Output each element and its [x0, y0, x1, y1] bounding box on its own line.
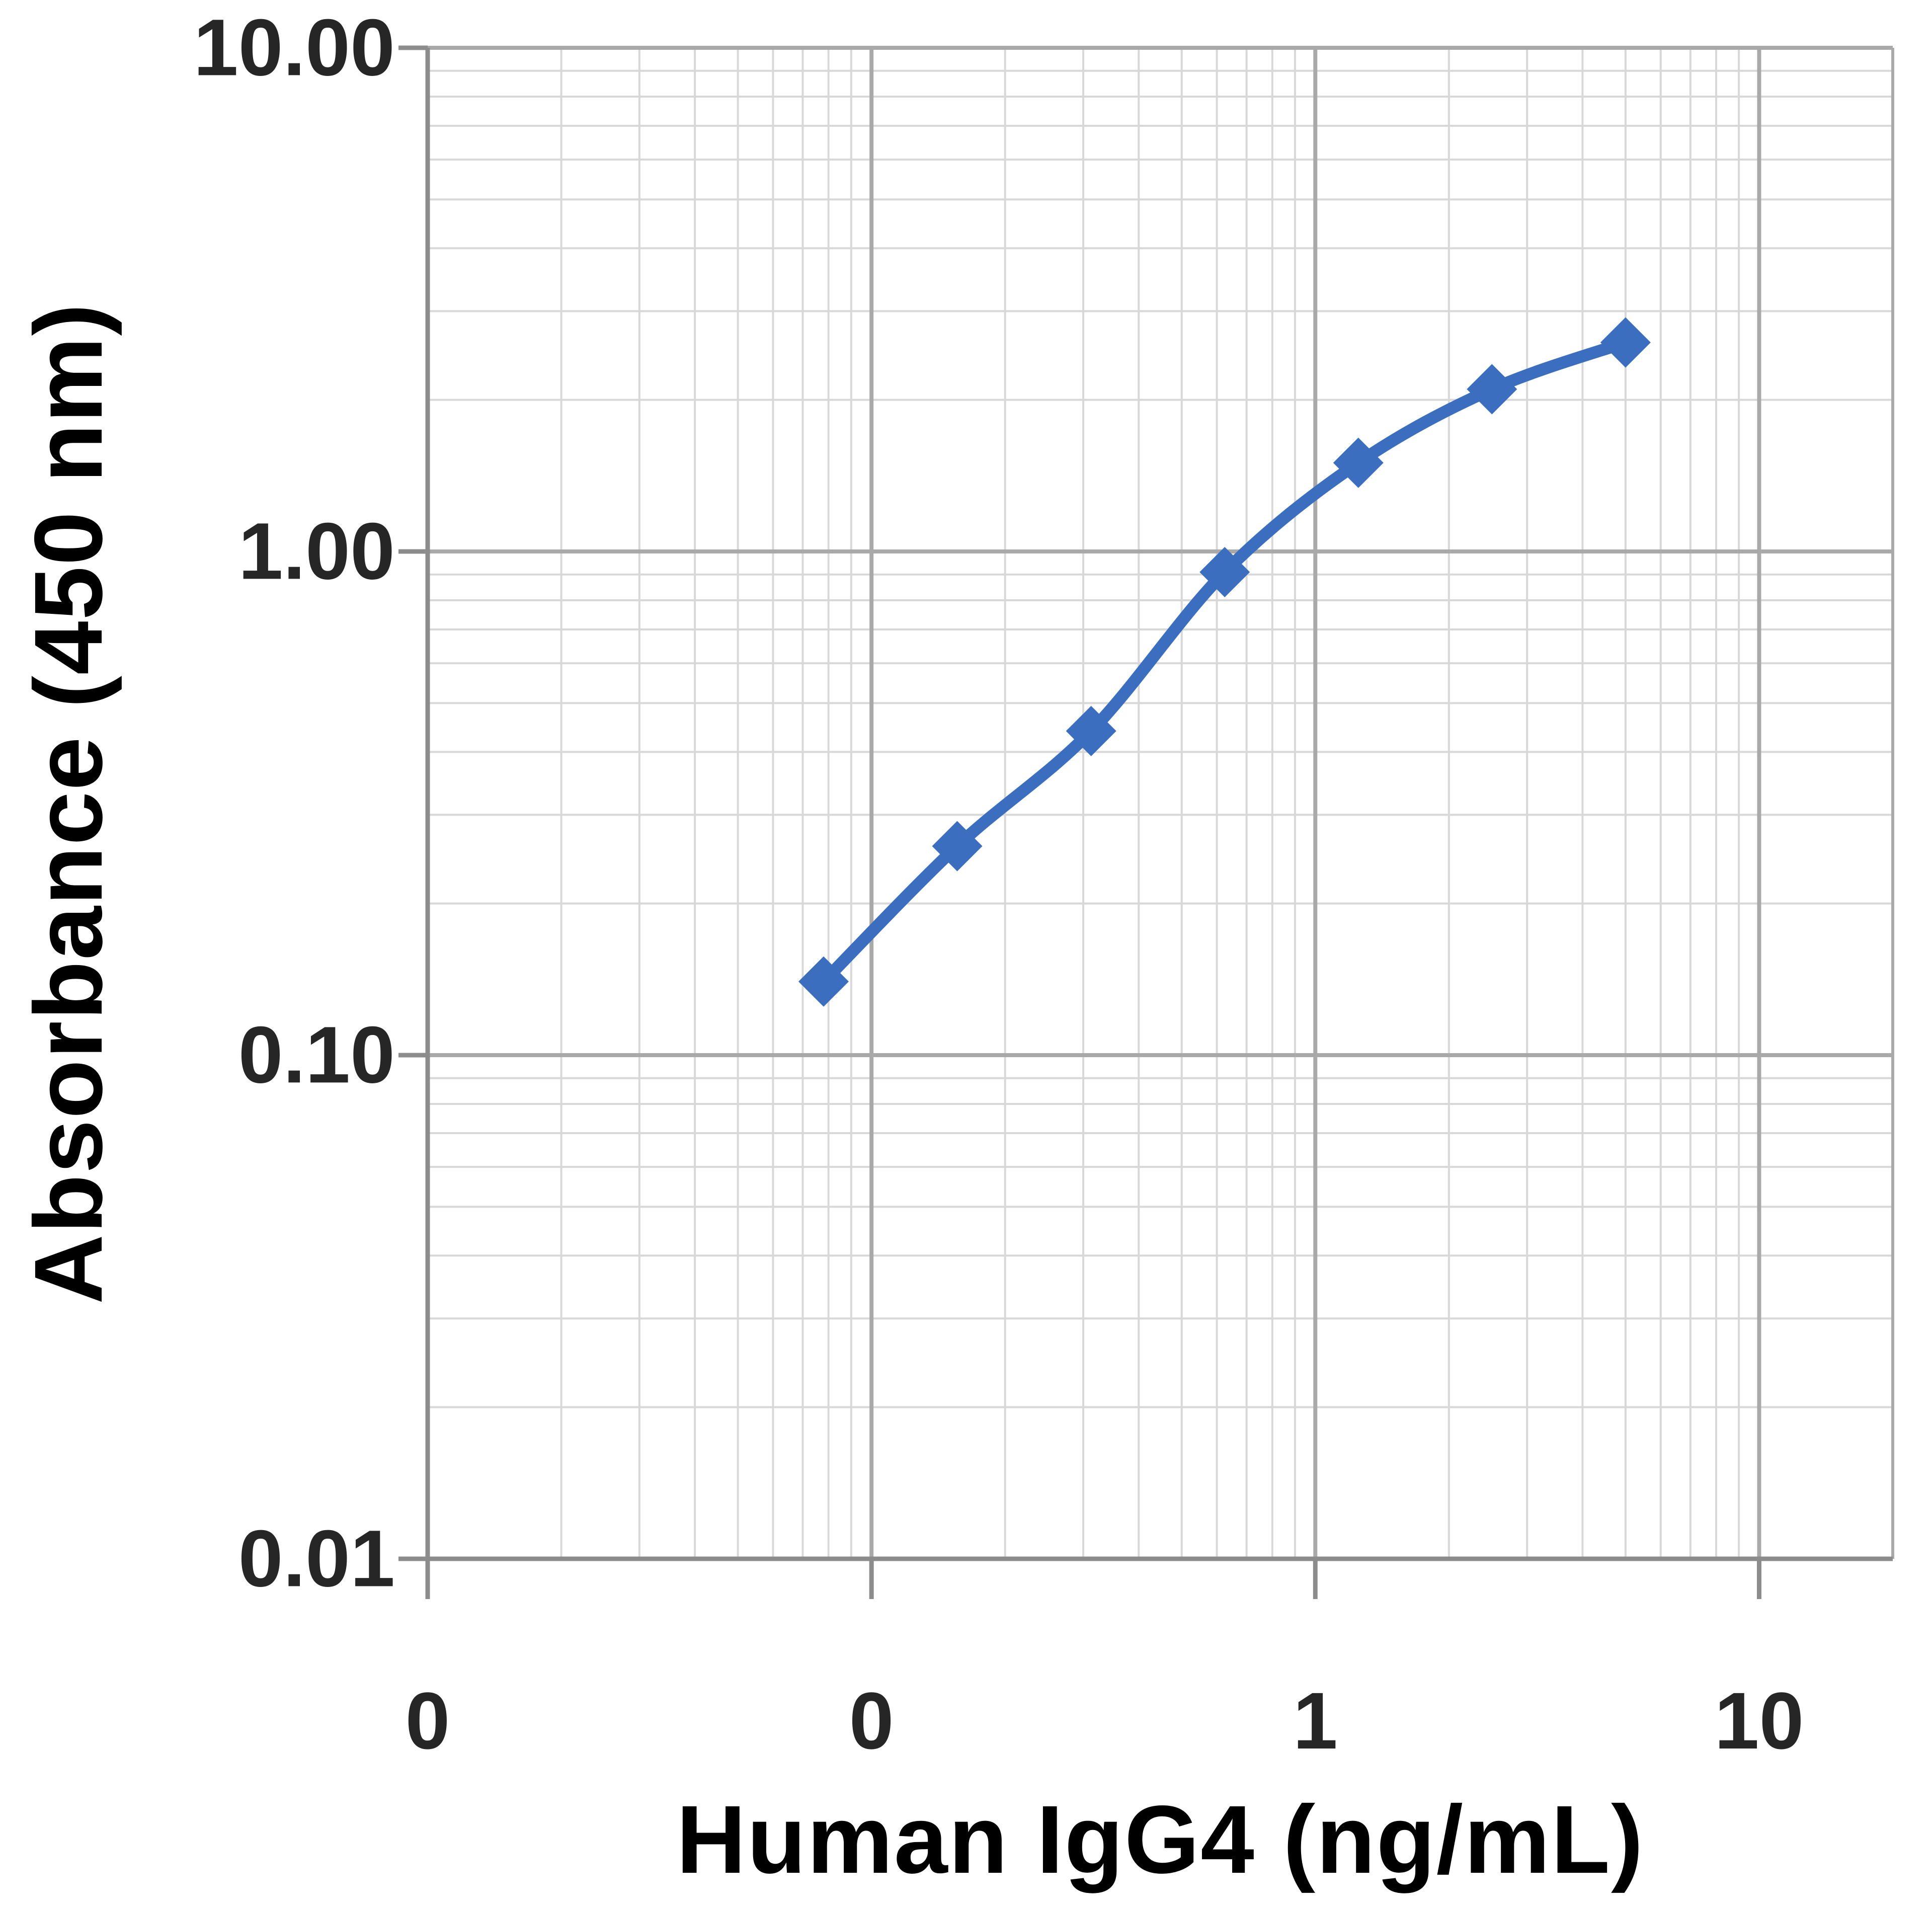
series-line	[817, 336, 1632, 988]
x-axis-title: Human IgG4 (ng/mL)	[676, 1785, 1644, 1893]
y-tick-label: 10.00	[194, 2, 395, 92]
x-tick-label: 0	[406, 1676, 450, 1766]
y-tick-label: 0.01	[238, 1513, 395, 1603]
x-tick-label: 1	[1293, 1676, 1338, 1766]
y-axis-title: Absorbance (450 nm)	[14, 302, 122, 1304]
data-point-marker	[1467, 364, 1517, 415]
data-point-marker	[1199, 546, 1250, 597]
data-point-marker	[798, 956, 849, 1007]
data-point-marker	[932, 821, 983, 871]
data-point-marker	[1600, 317, 1651, 368]
x-tick-label: 10	[1714, 1676, 1804, 1766]
data-point-marker	[1333, 437, 1384, 488]
x-tick-label: 0	[849, 1676, 894, 1766]
data-point-marker	[1066, 705, 1116, 756]
y-tick-label: 1.00	[238, 506, 395, 596]
y-tick-label: 0.10	[238, 1009, 395, 1099]
